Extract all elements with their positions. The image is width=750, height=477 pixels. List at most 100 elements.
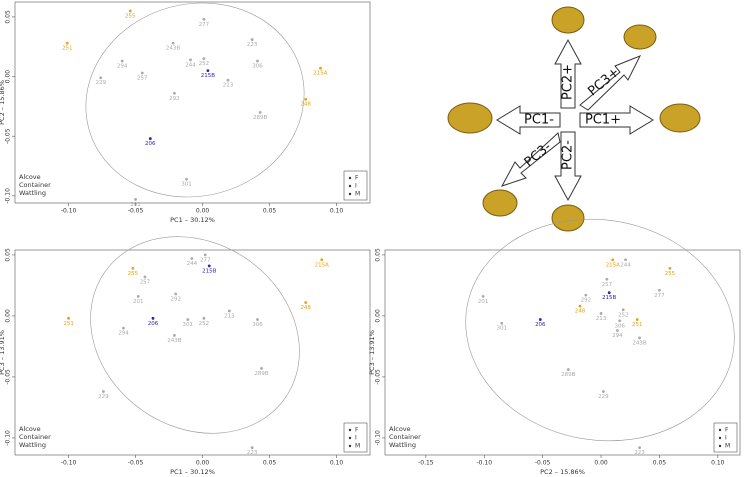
point — [151, 316, 155, 320]
point-label: 201 — [478, 299, 489, 305]
x-axis-title: PC1 – 30.12% — [170, 216, 215, 224]
point — [171, 41, 175, 45]
tooth — [482, 189, 518, 217]
x-tick-label: 0.05 — [263, 460, 277, 467]
marker-key — [348, 176, 352, 180]
plot-frame — [384, 249, 741, 456]
point — [202, 316, 206, 320]
x-tick-label: 0.05 — [653, 460, 667, 467]
point-label: 215A — [606, 262, 620, 268]
point-label: 257 — [137, 75, 148, 81]
point — [635, 318, 639, 321]
point — [304, 301, 308, 304]
point-label: 294 — [117, 64, 128, 70]
point-label: 292 — [581, 298, 592, 304]
legend-entry: Wattling — [389, 441, 416, 449]
point-label: 257 — [602, 282, 613, 288]
point-label: 213 — [224, 314, 235, 320]
plot-frame — [14, 249, 371, 456]
point-label: 292 — [171, 296, 182, 302]
point — [500, 321, 504, 325]
marker-key — [718, 428, 722, 432]
y-tick-label: 0.00 — [5, 309, 12, 323]
y-tick-label: 0.05 — [375, 248, 382, 262]
point-label: 206 — [148, 321, 159, 327]
x-tick-label: 0.00 — [196, 460, 210, 467]
point-label: 255 — [128, 271, 139, 277]
marker-key — [348, 184, 352, 188]
point-label: 215B — [202, 268, 216, 274]
marker-label: I — [725, 435, 727, 442]
y-tick-label: 0.05 — [5, 248, 12, 262]
point — [538, 318, 542, 321]
x-tick-label: -0.10 — [61, 208, 77, 215]
point-label: 306 — [614, 323, 625, 329]
point — [173, 91, 176, 95]
point-label: 206 — [535, 322, 546, 328]
marker-label: F — [355, 427, 359, 434]
y-tick-label: -0.10 — [5, 430, 12, 446]
point-label: 252 — [618, 312, 629, 318]
marker-key — [348, 444, 352, 448]
point — [65, 41, 69, 45]
point-label: 255 — [125, 13, 136, 19]
marker-label: M — [355, 191, 360, 198]
point-label: 223 — [634, 450, 645, 456]
x-tick-label: -0.05 — [535, 460, 551, 467]
point-label: 248 — [575, 309, 586, 315]
marker-key — [718, 436, 722, 440]
confidence-ellipse — [90, 236, 300, 434]
point-label: 251 — [62, 46, 73, 52]
x-tick-label: 0.10 — [330, 460, 344, 467]
marker-key — [348, 436, 352, 440]
confidence-ellipse — [465, 218, 735, 442]
x-tick-label: -0.10 — [476, 460, 492, 467]
y-axis-title: PC2 – 15.86% — [0, 80, 6, 125]
pc-diagram: PC2+ PC3+ PC1- PC1+ PC3- PC2- — [447, 6, 701, 232]
marker-label: M — [355, 443, 360, 450]
point-label: 229 — [598, 394, 609, 400]
point-label: 248 — [300, 305, 311, 311]
point-label: 243B — [632, 340, 646, 346]
point — [136, 294, 140, 298]
point-label: 301 — [497, 326, 508, 332]
y-tick-label: -0.05 — [375, 369, 382, 385]
point — [618, 319, 622, 323]
point — [599, 312, 603, 315]
point-label: 301 — [181, 182, 192, 188]
point — [140, 71, 144, 75]
arrow-label: PC1+ — [585, 113, 621, 128]
point-label: 277 — [200, 257, 211, 263]
point — [131, 266, 135, 270]
point — [658, 288, 661, 292]
point — [122, 326, 125, 330]
point-label: 244 — [187, 261, 198, 267]
point-label: 243B — [167, 338, 181, 344]
legend-entry: Container — [19, 181, 51, 189]
point-label: 294 — [118, 331, 129, 337]
tooth — [659, 103, 701, 133]
point — [638, 446, 641, 450]
point — [186, 318, 190, 321]
confidence-ellipse — [85, 2, 305, 198]
legend-entry: Wattling — [19, 441, 46, 449]
point-label: 255 — [665, 271, 676, 277]
point-label: 306 — [252, 322, 263, 328]
y-tick-label: -0.05 — [5, 128, 12, 144]
point-label: 215A — [313, 71, 327, 77]
point-label: 215A — [315, 262, 329, 268]
point — [605, 277, 609, 281]
point-label: 289B — [561, 372, 575, 378]
legend-entry: Container — [19, 433, 51, 441]
point — [202, 57, 206, 61]
y-tick-label: -0.10 — [375, 430, 382, 446]
point — [621, 308, 625, 312]
legend-entry: Alcove — [19, 425, 41, 433]
y-tick-label: 0.00 — [5, 70, 12, 84]
point-label: 277 — [199, 22, 210, 28]
point — [611, 258, 615, 262]
point — [148, 137, 152, 140]
point — [258, 110, 262, 114]
point-label: 292 — [169, 96, 180, 102]
